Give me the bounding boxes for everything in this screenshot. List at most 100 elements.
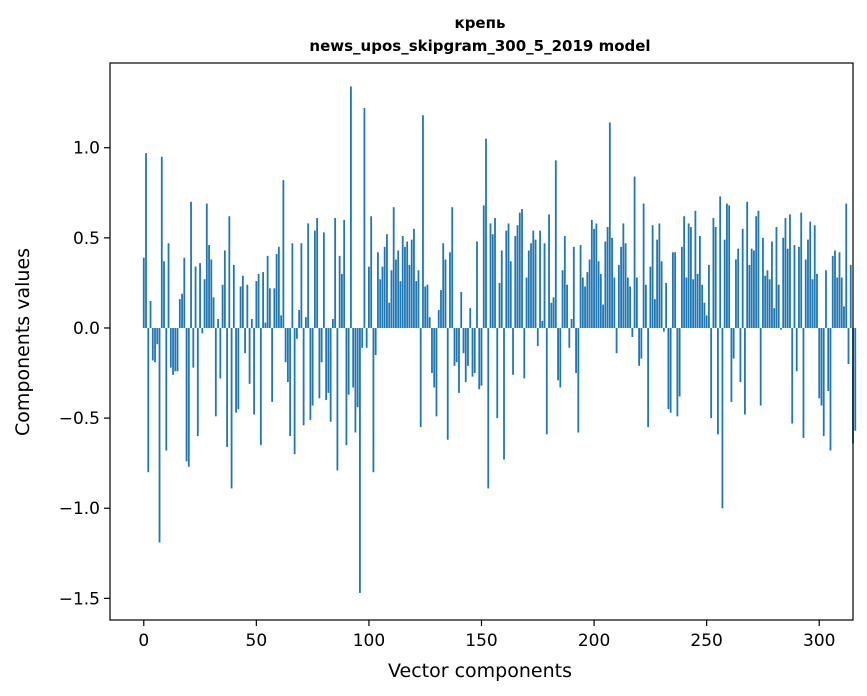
bar-308 — [836, 277, 839, 328]
bar-286 — [786, 248, 789, 328]
bar-152 — [485, 138, 487, 328]
bar-126 — [426, 284, 429, 328]
bar-127 — [428, 317, 431, 328]
bar-296 — [809, 221, 812, 328]
bar-300 — [818, 327, 821, 399]
bar-67 — [293, 327, 296, 455]
bar-7 — [158, 327, 161, 543]
bar-230 — [660, 261, 663, 328]
bar-37 — [226, 327, 228, 447]
bar-27 — [203, 279, 206, 328]
bar-239 — [680, 246, 683, 328]
bar-10 — [165, 327, 168, 451]
bar-110 — [390, 270, 393, 328]
y-axis-label: Components values — [12, 248, 34, 436]
bar-35 — [221, 284, 224, 328]
bar-196 — [584, 286, 586, 328]
bar-69 — [298, 309, 301, 328]
bar-202 — [597, 261, 600, 328]
bar-39 — [230, 327, 233, 489]
bar-41 — [235, 327, 237, 413]
bar-260 — [728, 205, 731, 328]
bar-28 — [205, 203, 208, 328]
bar-147 — [473, 327, 476, 374]
bar-64 — [286, 327, 289, 383]
x-axis-ticks: 0 50 100 150 200 250 300 — [138, 620, 835, 651]
bar-297 — [811, 279, 814, 328]
bar-131 — [437, 309, 440, 328]
bar-115 — [401, 236, 404, 328]
bar-251 — [708, 264, 710, 328]
bar-316 — [854, 327, 857, 431]
bar-24 — [196, 327, 199, 437]
bar-192 — [575, 327, 577, 374]
bar-240 — [683, 216, 686, 328]
bar-58 — [273, 288, 276, 328]
bar-172 — [530, 243, 532, 328]
bar-298 — [813, 225, 816, 328]
bar-242 — [687, 223, 690, 328]
bar-263 — [735, 259, 737, 328]
bar-215 — [626, 277, 629, 328]
bar-213 — [622, 223, 625, 328]
bar-256 — [719, 196, 722, 328]
bar-65 — [289, 327, 292, 437]
bar-0 — [142, 257, 145, 328]
bar-12 — [169, 327, 172, 368]
bar-229 — [658, 223, 661, 328]
bars-group — [142, 86, 857, 593]
bar-243 — [689, 227, 692, 328]
bar-141 — [460, 291, 463, 328]
bar-29 — [208, 245, 210, 328]
bar-111 — [392, 207, 395, 328]
bar-284 — [782, 237, 785, 328]
bar-80 — [322, 232, 325, 328]
bar-289 — [793, 245, 796, 328]
bar-276 — [764, 275, 767, 328]
bar-149 — [478, 327, 481, 390]
x-tick-label-200: 200 — [578, 631, 610, 651]
bar-125 — [424, 286, 427, 328]
bar-278 — [768, 279, 771, 328]
bar-275 — [762, 237, 764, 328]
bar-268 — [746, 201, 749, 328]
bar-25 — [199, 263, 201, 328]
bar-158 — [498, 282, 501, 328]
bar-302 — [822, 327, 825, 437]
bar-269 — [748, 264, 751, 328]
bar-118 — [408, 264, 411, 328]
bar-181 — [550, 302, 553, 328]
bar-89 — [343, 219, 346, 328]
bar-5 — [154, 327, 156, 363]
bar-55 — [266, 255, 269, 328]
bar-82 — [327, 327, 330, 393]
bar-195 — [581, 277, 584, 328]
bar-31 — [212, 297, 215, 328]
bar-267 — [744, 327, 746, 415]
bar-153 — [487, 327, 490, 489]
bar-221 — [640, 327, 643, 359]
bar-45 — [244, 327, 246, 354]
bar-314 — [849, 264, 852, 328]
bar-74 — [309, 327, 312, 420]
bar-151 — [482, 205, 485, 328]
bar-86 — [336, 327, 339, 471]
bar-129 — [433, 327, 436, 388]
bar-187 — [563, 236, 566, 328]
bar-247 — [699, 236, 701, 328]
bar-59 — [275, 254, 278, 328]
x-axis-label: Vector components — [388, 660, 572, 682]
bar-84 — [332, 318, 334, 328]
bar-140 — [458, 327, 460, 393]
bar-227 — [653, 299, 656, 328]
bar-77 — [316, 218, 319, 328]
bar-48 — [250, 318, 253, 328]
bar-245 — [694, 210, 697, 328]
bar-94 — [354, 327, 357, 433]
bar-33 — [217, 318, 219, 328]
bar-250 — [705, 315, 708, 328]
bar-225 — [649, 266, 652, 328]
bar-13 — [172, 327, 174, 375]
bar-301 — [820, 327, 823, 406]
